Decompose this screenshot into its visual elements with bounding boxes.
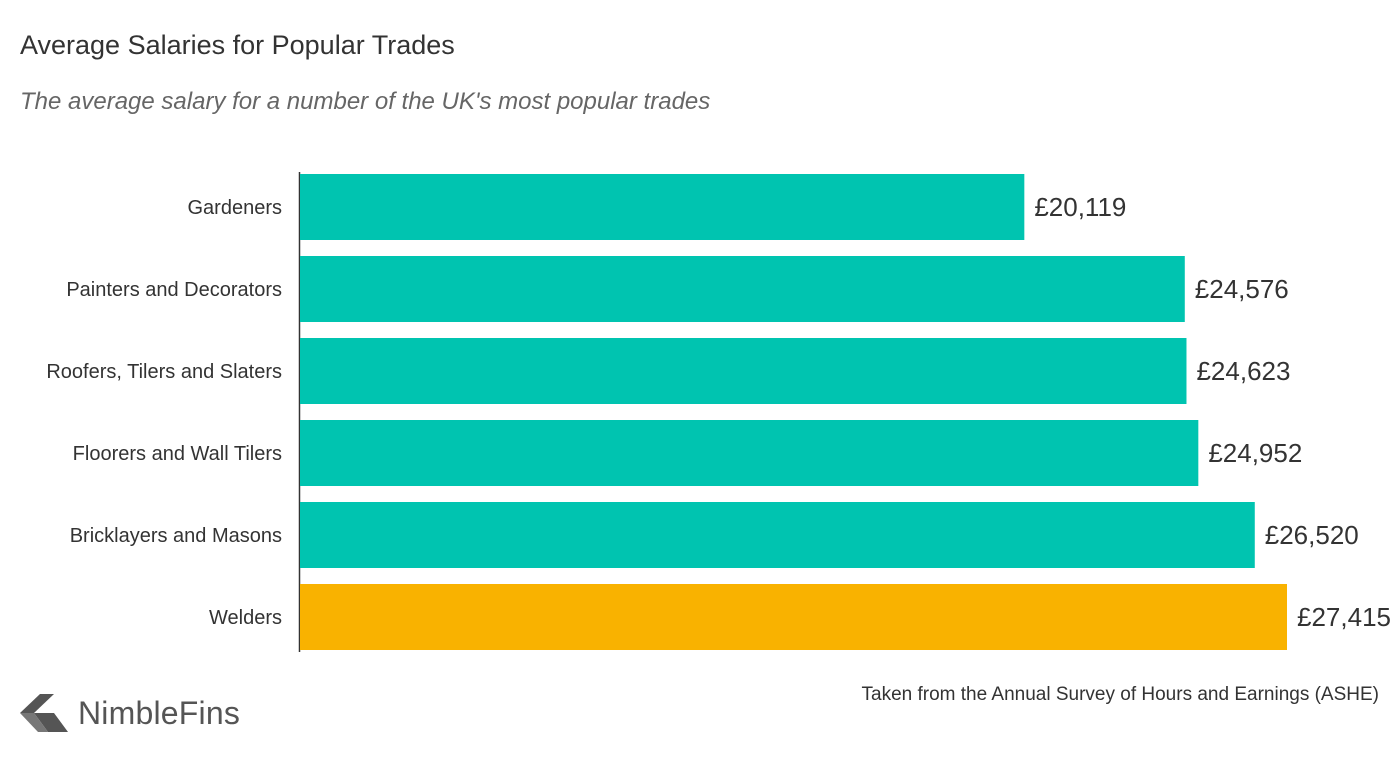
category-label: Gardeners	[188, 197, 283, 219]
bar-3	[300, 338, 1187, 404]
category-label: Bricklayers and Masons	[70, 525, 282, 547]
chart-title: Average Salaries for Popular Trades	[20, 30, 455, 60]
value-label: £26,520	[1265, 520, 1359, 550]
chart-subtitle: The average salary for a number of the U…	[20, 88, 711, 115]
bar-5	[300, 502, 1255, 568]
bar-4	[300, 420, 1199, 486]
source-note: Taken from the Annual Survey of Hours an…	[861, 684, 1379, 705]
value-label: £20,119	[1034, 192, 1126, 222]
brand-logo: NimbleFins	[20, 694, 240, 732]
value-label: £27,415	[1297, 602, 1391, 632]
category-label: Painters and Decorators	[66, 279, 282, 301]
nimblefins-logo-icon	[20, 694, 68, 732]
brand-name: NimbleFins	[78, 694, 241, 731]
category-label: Roofers, Tilers and Slaters	[46, 361, 282, 383]
category-label: Floorers and Wall Tilers	[73, 443, 282, 465]
category-label: Welders	[209, 607, 282, 629]
bar-6	[300, 584, 1287, 650]
bar-2	[300, 256, 1185, 322]
bar-1	[300, 174, 1025, 240]
value-label: £24,623	[1196, 356, 1290, 386]
value-label: £24,952	[1208, 438, 1302, 468]
value-label: £24,576	[1195, 274, 1289, 304]
